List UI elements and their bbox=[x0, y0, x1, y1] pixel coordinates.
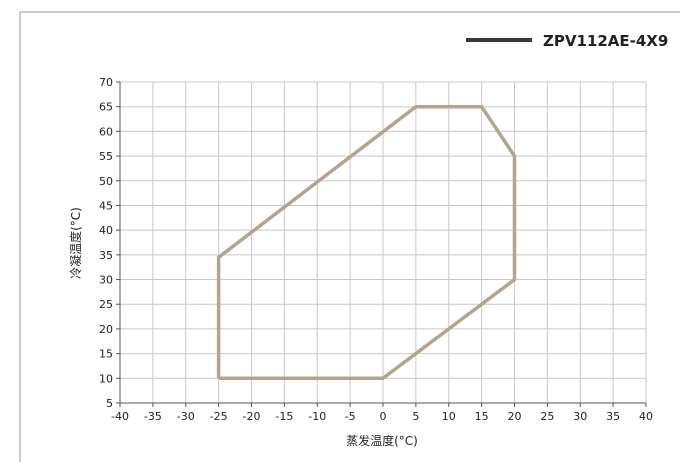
y-tick-label: 10 bbox=[99, 372, 113, 385]
x-tick-label: 15 bbox=[475, 410, 489, 423]
x-tick-label: -30 bbox=[177, 410, 195, 423]
x-tick-label: -10 bbox=[308, 410, 326, 423]
y-tick-label: 45 bbox=[99, 199, 113, 212]
grid bbox=[119, 81, 647, 404]
x-tick-label: 20 bbox=[508, 410, 522, 423]
x-tick-label: 40 bbox=[639, 410, 653, 423]
x-tick-label: -5 bbox=[345, 410, 356, 423]
legend-label: ZPV112AE-4X9 bbox=[543, 32, 668, 50]
x-axis-ticks: -40 -35 -30 -25 -20 -15 -10 -5 0 5 10 15 20 25 30 35 40 bbox=[111, 403, 653, 423]
x-tick-label: 5 bbox=[412, 410, 419, 423]
y-tick-label: 35 bbox=[99, 249, 113, 262]
x-tick-label: 0 bbox=[380, 410, 387, 423]
y-tick-label: 15 bbox=[99, 348, 113, 361]
y-tick-label: 65 bbox=[99, 101, 113, 114]
x-tick-label: -15 bbox=[275, 410, 293, 423]
x-tick-label: -25 bbox=[210, 410, 228, 423]
y-tick-label: 5 bbox=[106, 397, 113, 410]
series-envelope-line bbox=[216, 104, 517, 381]
y-tick-label: 25 bbox=[99, 298, 113, 311]
y-tick-label: 50 bbox=[99, 175, 113, 188]
x-tick-label: 10 bbox=[442, 410, 456, 423]
x-tick-label: 30 bbox=[573, 410, 587, 423]
y-tick-label: 70 bbox=[99, 76, 113, 89]
x-tick-label: -35 bbox=[144, 410, 162, 423]
x-axis-label: 蒸发温度(°C) bbox=[346, 433, 418, 448]
x-tick-label: 25 bbox=[540, 410, 554, 423]
series-layer bbox=[216, 104, 517, 381]
y-axis-label: 冷凝温度(°C) bbox=[68, 207, 83, 279]
y-tick-label: 60 bbox=[99, 125, 113, 138]
y-tick-label: 20 bbox=[99, 323, 113, 336]
y-axis-ticks: 5 10 15 20 25 30 35 40 45 50 55 60 65 70 bbox=[99, 76, 120, 410]
y-tick-label: 30 bbox=[99, 274, 113, 287]
x-tick-label: -40 bbox=[111, 410, 129, 423]
y-tick-label: 40 bbox=[99, 224, 113, 237]
legend: ZPV112AE-4X9 bbox=[466, 32, 668, 50]
x-tick-label: -20 bbox=[243, 410, 261, 423]
x-tick-label: 35 bbox=[606, 410, 620, 423]
y-tick-label: 55 bbox=[99, 150, 113, 163]
